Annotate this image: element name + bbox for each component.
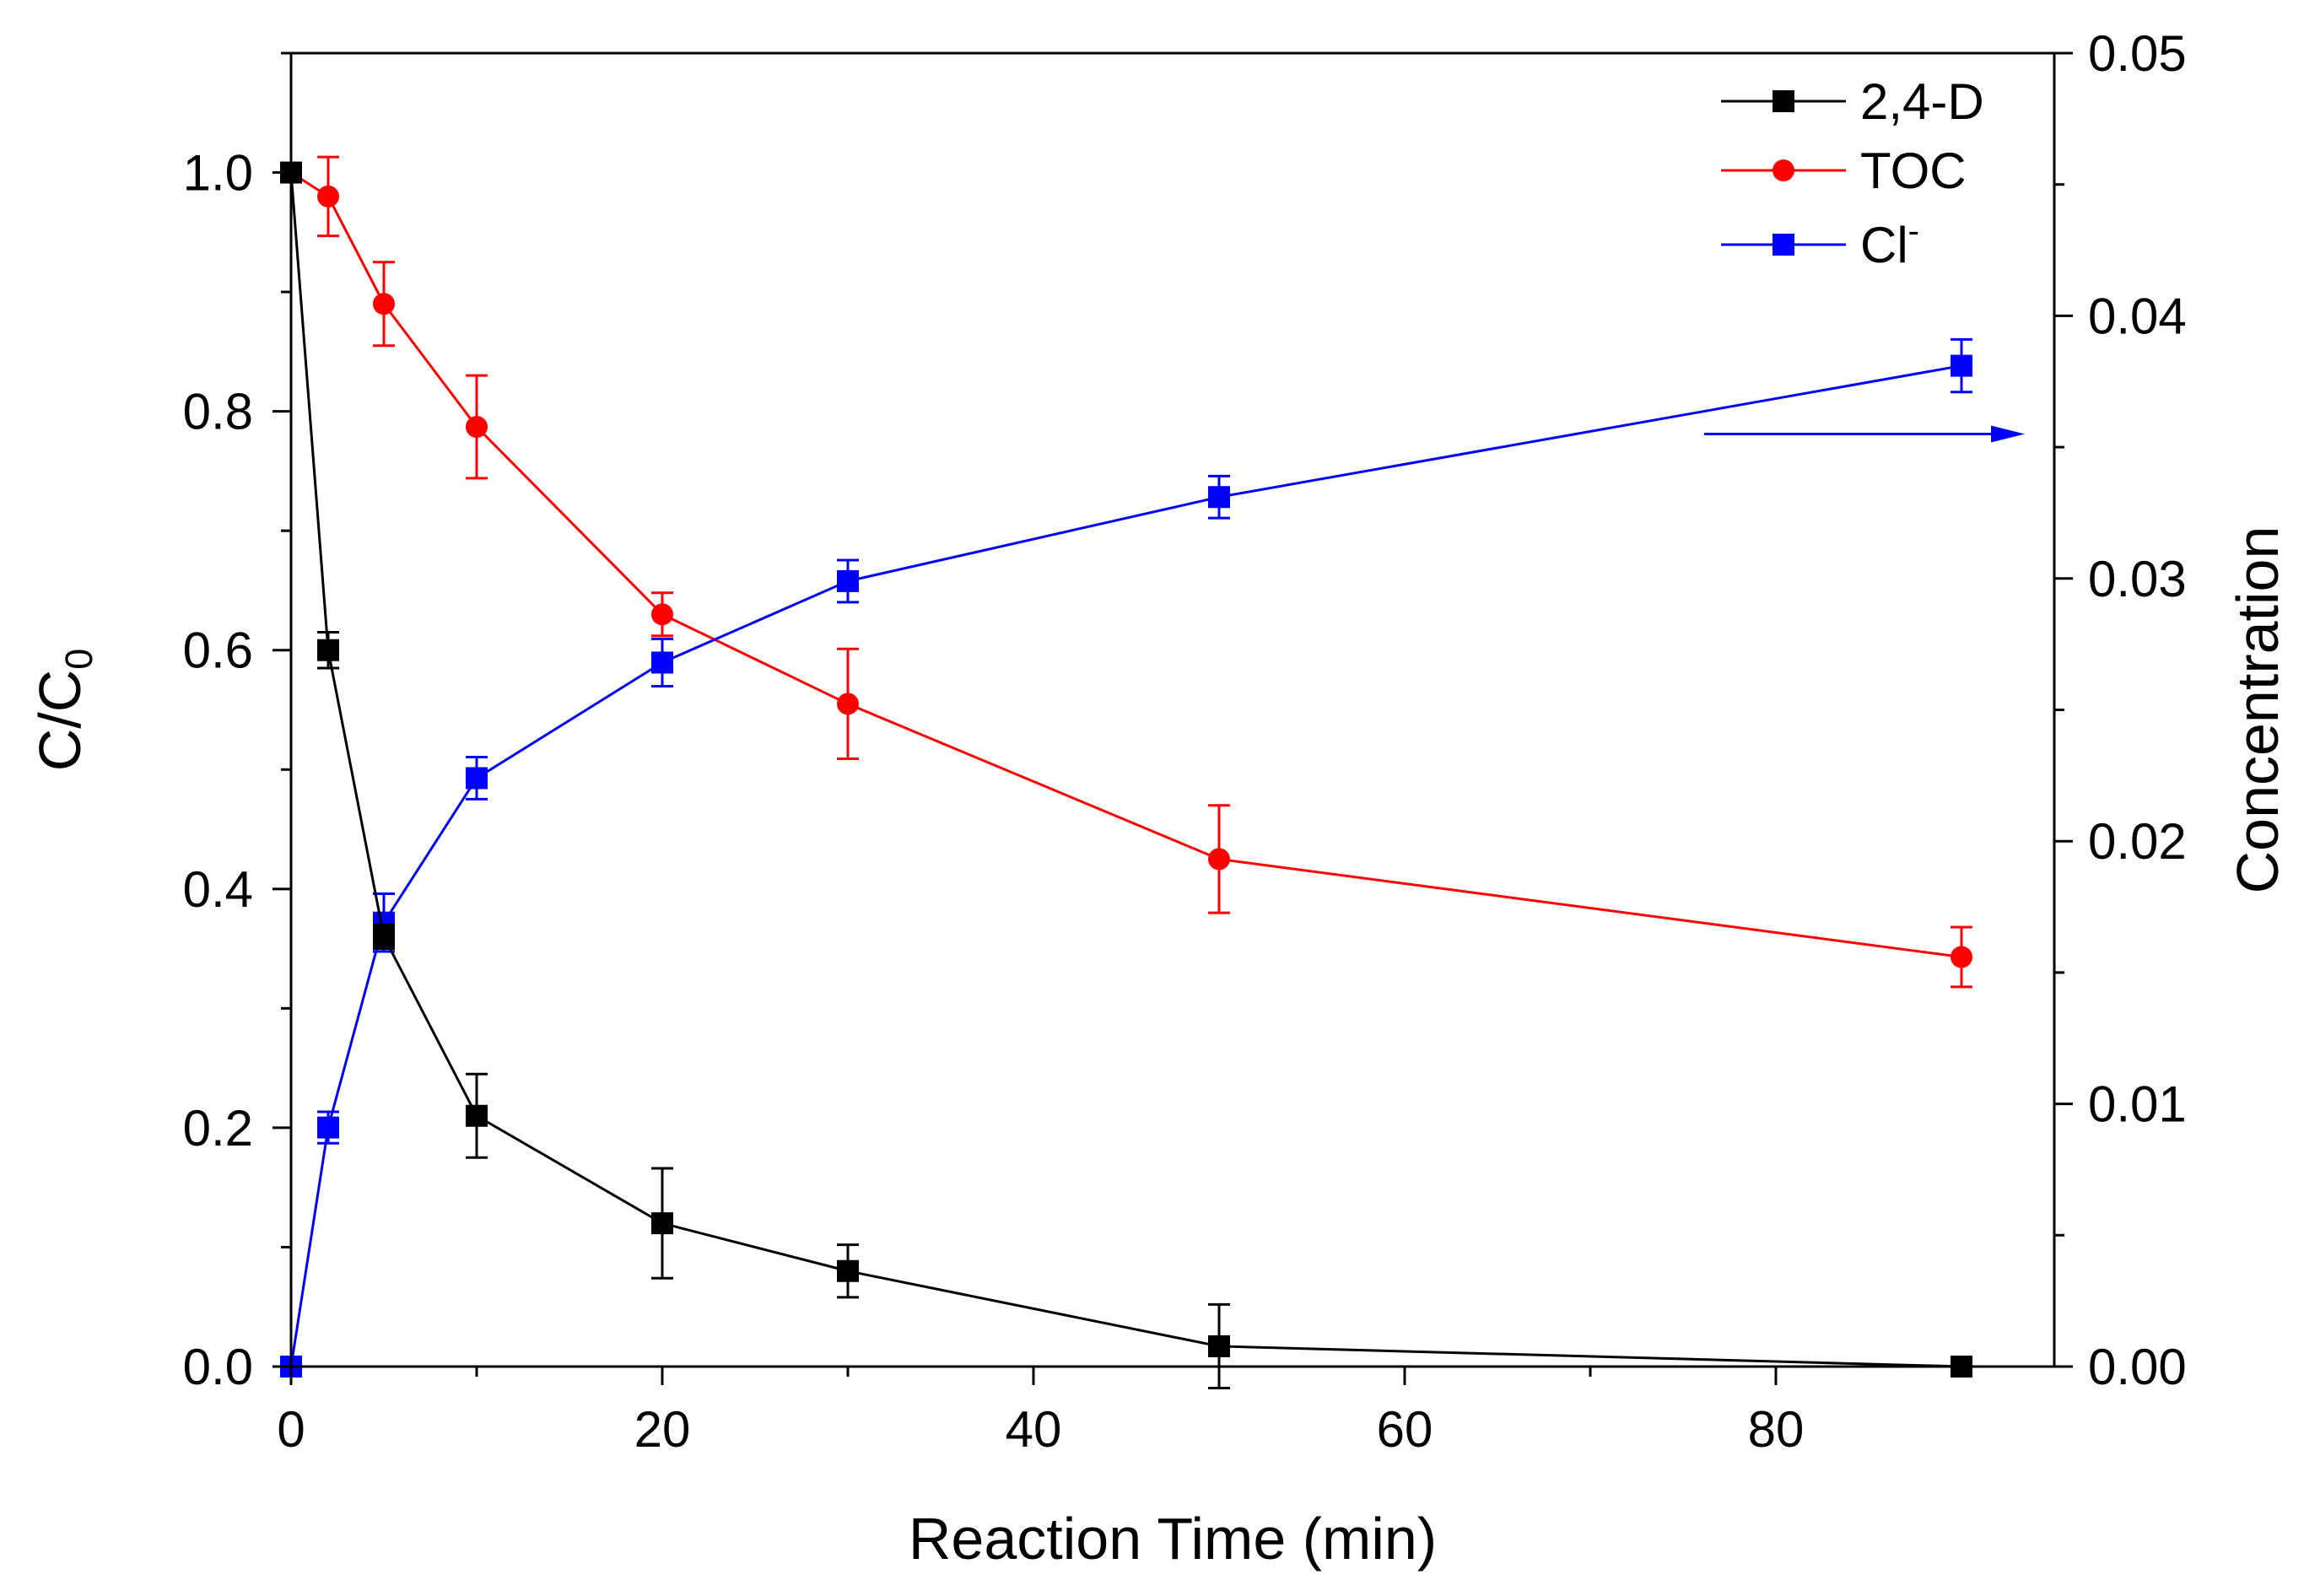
legend-item: TOC	[1721, 143, 1967, 199]
data-point	[651, 603, 673, 626]
legend-label-main: Cl	[1860, 217, 1908, 273]
data-point	[317, 185, 339, 208]
x-axis-title: Reaction Time (min)	[909, 1506, 1437, 1572]
data-point	[1208, 848, 1230, 871]
data-point	[837, 569, 859, 592]
legend-item: 2,4-D	[1721, 73, 1984, 130]
legend-marker	[1773, 90, 1794, 112]
series-1	[280, 155, 1972, 989]
x-tick-label: 20	[634, 1401, 691, 1458]
y2-tick-label: 0.04	[2088, 288, 2187, 344]
x-tick-label: 0	[277, 1401, 305, 1458]
axis-labels: 0 20 40 60 80 0.0 0.2 0.4 0.6 0.8 1.0 0.00 0.01 0.02 0…	[183, 25, 2187, 1458]
data-point	[837, 693, 859, 715]
y-axis-title: C/C0	[27, 649, 100, 772]
y2-tick-label: 0.03	[2088, 551, 2187, 607]
series-0	[280, 161, 1972, 1389]
legend-item: Cl-	[1721, 213, 1919, 273]
legend-marker	[1773, 234, 1794, 256]
data-point	[837, 1259, 859, 1282]
series-line	[289, 172, 1962, 1368]
y2-axis-title: Concentration	[2225, 526, 2291, 894]
y-tick-label: 0.2	[183, 1100, 253, 1157]
data-point	[373, 293, 395, 315]
legend: 2,4-D TOC Cl-	[1721, 73, 1984, 273]
data-point	[466, 767, 488, 790]
y-tick-label: 0.0	[183, 1339, 253, 1395]
annotation-arrow-head	[1991, 425, 2025, 443]
y-axis-title-subscript: 0	[57, 649, 100, 670]
y2-tick-label: 0.00	[2088, 1339, 2187, 1395]
legend-label-main: 2,4-D	[1860, 73, 1984, 130]
data-point	[651, 1212, 673, 1235]
y-tick-label: 1.0	[183, 145, 253, 202]
legend-label: Cl-	[1860, 213, 1919, 273]
x-tick-label: 60	[1377, 1401, 1433, 1458]
series-2	[280, 337, 1972, 1378]
x-tick-label: 40	[1006, 1401, 1062, 1458]
data-point	[466, 1104, 488, 1127]
data-point	[373, 925, 395, 948]
legend-marker	[1773, 159, 1794, 181]
legend-label: TOC	[1860, 143, 1967, 199]
legend-label: 2,4-D	[1860, 73, 1984, 130]
legend-label-main: TOC	[1860, 143, 1967, 199]
y2-tick-label: 0.05	[2088, 25, 2187, 82]
series-line	[289, 364, 1962, 1367]
data-point	[1208, 486, 1230, 509]
data-point	[1951, 946, 1972, 968]
y2-tick-label: 0.02	[2088, 813, 2187, 870]
data-point	[651, 651, 673, 674]
x-tick-label: 80	[1748, 1401, 1805, 1458]
data-point	[317, 1116, 339, 1139]
data-point	[466, 416, 488, 439]
plot-marks	[280, 155, 2025, 1389]
axis-ticks	[272, 51, 2073, 1385]
y-tick-label: 0.6	[183, 623, 253, 679]
series-line	[290, 171, 1962, 958]
y2-tick-label: 0.01	[2088, 1076, 2187, 1133]
data-point	[317, 639, 339, 661]
y-tick-label: 0.4	[183, 861, 253, 918]
data-point	[1208, 1334, 1230, 1357]
data-point	[1951, 354, 1972, 377]
y-tick-label: 0.8	[183, 384, 253, 440]
y-axis-title-main: C/C	[27, 670, 93, 772]
legend-label-superscript: -	[1908, 213, 1919, 250]
